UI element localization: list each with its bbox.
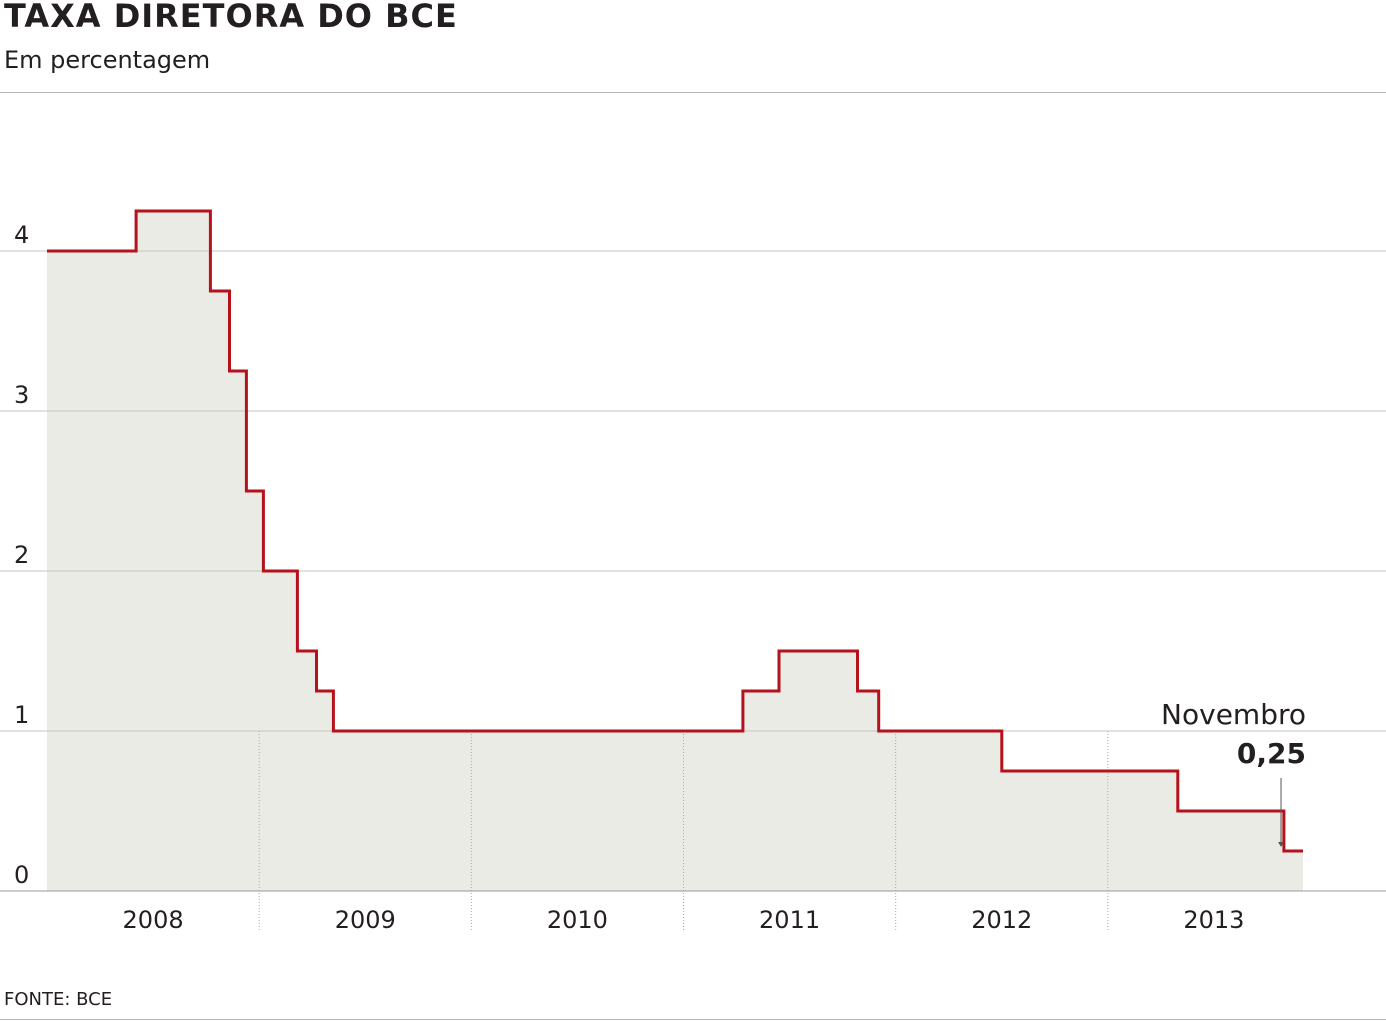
chart-title: TAXA DIRETORA DO BCE <box>4 0 458 35</box>
annotation-label: Novembro <box>1161 698 1306 731</box>
bottom-divider <box>0 1019 1386 1020</box>
y-tick-label: 1 <box>14 701 29 729</box>
y-tick-label: 2 <box>14 541 29 569</box>
x-tick-label: 2009 <box>335 906 396 934</box>
rate-line <box>47 209 1303 853</box>
y-tick-label: 3 <box>14 381 29 409</box>
annotation-arrow <box>1278 842 1285 847</box>
annotation-value: 0,25 <box>1237 737 1306 770</box>
x-tick-label: 2008 <box>123 906 184 934</box>
y-tick-label: 4 <box>14 221 29 249</box>
y-tick-label: 0 <box>14 861 29 889</box>
source-note: FONTE: BCE <box>4 989 113 1010</box>
chart-subtitle: Em percentagem <box>4 46 211 74</box>
x-tick-label: 2011 <box>759 906 820 934</box>
area-fill <box>47 211 1303 891</box>
top-divider <box>0 92 1386 93</box>
x-tick-label: 2012 <box>971 906 1032 934</box>
x-tick-label: 2010 <box>547 906 608 934</box>
x-tick-label: 2013 <box>1183 906 1244 934</box>
